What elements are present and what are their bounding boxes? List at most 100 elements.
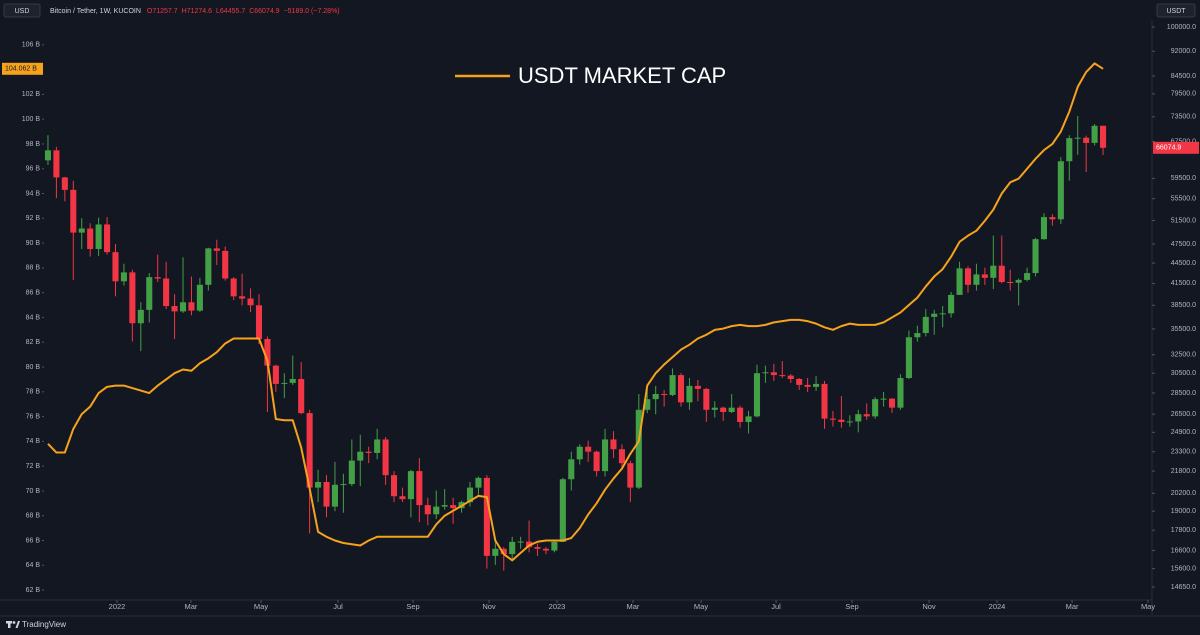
candle-body	[1015, 279, 1022, 283]
candle-body	[348, 460, 355, 485]
candle-body	[61, 177, 68, 190]
header-value: −5189.0 (−7.28%)	[284, 8, 340, 15]
candle-body	[163, 278, 170, 307]
x-tick-label: May	[694, 602, 708, 611]
candle-body	[770, 372, 777, 376]
candle-body	[306, 413, 313, 488]
candle-body	[585, 446, 592, 452]
plot-area	[44, 62, 1107, 571]
candle-body	[1074, 137, 1081, 139]
candle-body	[939, 313, 946, 315]
candle-body	[281, 382, 288, 384]
x-tick-label: Nov	[482, 602, 496, 611]
candle-body	[424, 505, 431, 515]
candle-body	[1040, 217, 1047, 240]
y2-tick-label: 92000.0	[1171, 48, 1196, 55]
candle-body	[568, 459, 575, 480]
y2-tick-label: 59500.0	[1171, 175, 1196, 182]
y-tick-label: 74 B	[26, 438, 41, 445]
candle-body	[551, 541, 558, 551]
y2-tick-label: 17800.0	[1171, 527, 1196, 534]
candle-body	[154, 277, 161, 279]
header-value: C66074.9	[249, 8, 279, 15]
x-tick-label: Mar	[184, 602, 197, 611]
candle-body	[450, 505, 457, 509]
legend-label: USDT MARKET CAP	[518, 63, 726, 88]
candle-body	[95, 224, 102, 249]
y-tick-label: 76 B	[26, 413, 41, 420]
y2-tick-label: 32500.0	[1171, 352, 1196, 359]
candle-body	[745, 416, 752, 422]
candle-body	[804, 384, 811, 387]
candle-body	[509, 541, 516, 555]
candle-body	[973, 274, 980, 285]
y2-tick-label: 51500.0	[1171, 217, 1196, 224]
y-tick-label: 78 B	[26, 389, 41, 396]
ohlc-header: O71257.7 H71274.6 L64455.7 C66074.9 −5189.0 …	[147, 8, 340, 15]
candle-body	[762, 372, 769, 374]
brand: TradingView	[22, 620, 66, 629]
candle-body	[483, 477, 490, 556]
right-unit-box[interactable]	[1156, 3, 1196, 18]
candle-body	[272, 365, 279, 384]
candle-body	[602, 439, 609, 472]
candle-body	[627, 463, 634, 488]
candle-body	[897, 378, 904, 408]
y2-tick-label: 28500.0	[1171, 390, 1196, 397]
candle-body	[796, 378, 803, 385]
y-tick-label: 100 B	[22, 116, 41, 123]
candle-body	[855, 414, 862, 422]
x-tick-label: 2022	[109, 602, 126, 611]
candle-body	[230, 278, 237, 297]
candle-body	[703, 388, 710, 410]
candle-body	[813, 383, 820, 387]
candle-body	[618, 449, 625, 464]
y-tick-label: 90 B	[26, 240, 41, 247]
x-tick-label: Jul	[333, 602, 343, 611]
candle-body	[104, 224, 111, 253]
y-tick-label: 98 B	[26, 141, 41, 148]
left-unit-box[interactable]	[3, 3, 41, 18]
x-tick-label: Jul	[771, 602, 781, 611]
left-unit[interactable]: USD	[15, 8, 30, 15]
candle-body	[433, 506, 440, 515]
candle-body	[677, 375, 685, 403]
candle-body	[264, 338, 271, 366]
candle-body	[365, 451, 372, 453]
y-tick-label: 94 B	[26, 190, 41, 197]
y-tick-label: 86 B	[26, 289, 41, 296]
candle-body	[78, 228, 85, 233]
y-tick-label: 68 B	[26, 513, 41, 520]
y2-tick-label: 30500.0	[1171, 370, 1196, 377]
candle-body	[576, 446, 583, 460]
x-tick-label: May	[254, 602, 268, 611]
candle-body	[500, 548, 507, 555]
candle-body	[247, 298, 254, 306]
candle-body	[222, 250, 229, 279]
candle-body	[694, 385, 701, 389]
candle-body	[1024, 273, 1031, 280]
candle-body	[981, 274, 988, 278]
series-line	[47, 62, 1104, 562]
logo-part	[12, 621, 16, 624]
candle-body	[416, 471, 423, 506]
candle-body	[171, 306, 178, 312]
y2-tick-label: 100000.0	[1167, 24, 1196, 31]
candle-body	[340, 484, 347, 486]
candle-body	[593, 451, 600, 472]
candle-body	[998, 265, 1005, 283]
y2-tick-label: 38500.0	[1171, 302, 1196, 309]
candle-body	[821, 383, 828, 419]
right-unit[interactable]: USDT	[1166, 8, 1186, 15]
candle-body	[990, 265, 997, 278]
candle-body	[669, 375, 676, 396]
y-tick-label: 62 B	[26, 587, 41, 594]
logo-part	[15, 621, 20, 628]
candle-body	[964, 268, 972, 285]
candle-body	[44, 150, 52, 161]
last-value-box	[2, 62, 43, 75]
candle-body	[922, 316, 929, 334]
candle-body	[357, 451, 364, 461]
x-tick-label: Sep	[406, 602, 419, 611]
